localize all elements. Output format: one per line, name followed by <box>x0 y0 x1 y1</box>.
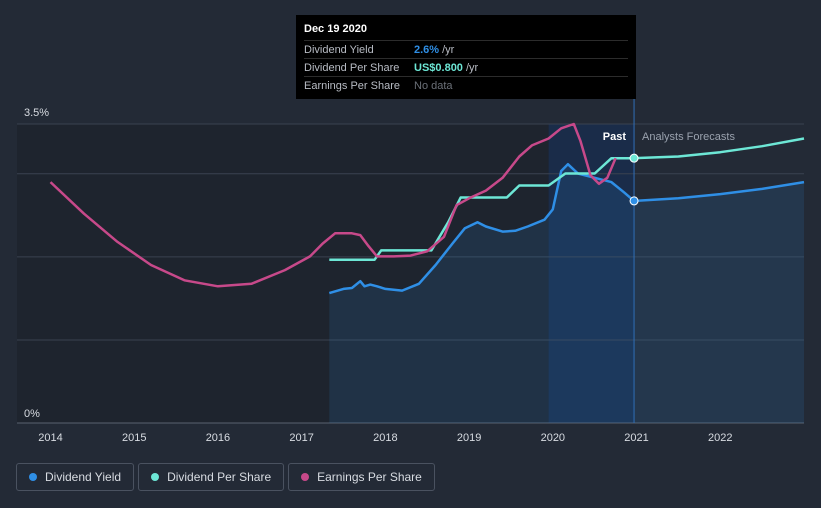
tooltip-unit: /yr <box>442 43 455 56</box>
y-axis-top-label: 3.5% <box>24 107 49 119</box>
tooltip-row-earnings-per-share: Earnings Per Share No data <box>304 76 628 94</box>
legend-label: Dividend Per Share <box>167 470 272 484</box>
dot-icon <box>301 473 310 481</box>
legend-item-earnings-per-share[interactable]: Earnings Per Share <box>288 463 435 491</box>
tooltip-unit: /yr <box>465 61 479 74</box>
x-tick-label: 2019 <box>457 432 481 444</box>
x-tick-label: 2022 <box>708 432 732 444</box>
y-axis-bottom-label: 0% <box>24 408 40 420</box>
marker-dividend-per-share <box>629 153 639 163</box>
x-tick-label: 2016 <box>206 432 230 444</box>
legend-item-dividend-yield[interactable]: Dividend Yield <box>16 463 135 491</box>
chart-tooltip: Dec 19 2020 Dividend Yield 2.6% /yr Divi… <box>296 15 636 99</box>
x-tick-label: 2014 <box>38 432 62 444</box>
dot-icon <box>29 473 37 481</box>
series-line-earnings-per-share <box>49 122 617 288</box>
x-tick-label: 2018 <box>373 432 397 444</box>
series-line-dividend-per-share <box>329 137 805 262</box>
series-line-dividend-yield <box>328 162 805 295</box>
series-area-dividend-yield <box>329 164 804 423</box>
tooltip-row-dividend-yield: Dividend Yield 2.6% /yr <box>304 40 628 58</box>
legend-item-dividend-per-share[interactable]: Dividend Per Share <box>138 463 285 491</box>
tooltip-value: US$0.800 <box>414 61 463 74</box>
legend-label: Earnings Per Share <box>317 470 422 484</box>
tooltip-value: 2.6% <box>414 43 440 56</box>
tooltip-label: Earnings Per Share <box>304 79 400 92</box>
chart-legend: Dividend Yield Dividend Per Share Earnin… <box>16 463 435 491</box>
tooltip-label: Dividend Yield <box>304 43 374 56</box>
tooltip-date: Dec 19 2020 <box>304 23 367 35</box>
legend-label: Dividend Yield <box>45 470 122 484</box>
x-tick-label: 2017 <box>289 432 313 444</box>
tooltip-value: No data <box>414 79 453 92</box>
tooltip-row-dividend-per-share: Dividend Per Share US$0.800 /yr <box>304 58 628 76</box>
dot-icon <box>151 473 160 481</box>
x-tick-label: 2021 <box>624 432 648 444</box>
tooltip-label: Dividend Per Share <box>304 61 400 74</box>
x-tick-label: 2015 <box>122 432 146 444</box>
past-label: Past <box>603 131 627 143</box>
marker-dividend-yield <box>629 196 639 206</box>
x-tick-label: 2020 <box>541 432 565 444</box>
forecast-label: Analysts Forecasts <box>642 131 735 143</box>
